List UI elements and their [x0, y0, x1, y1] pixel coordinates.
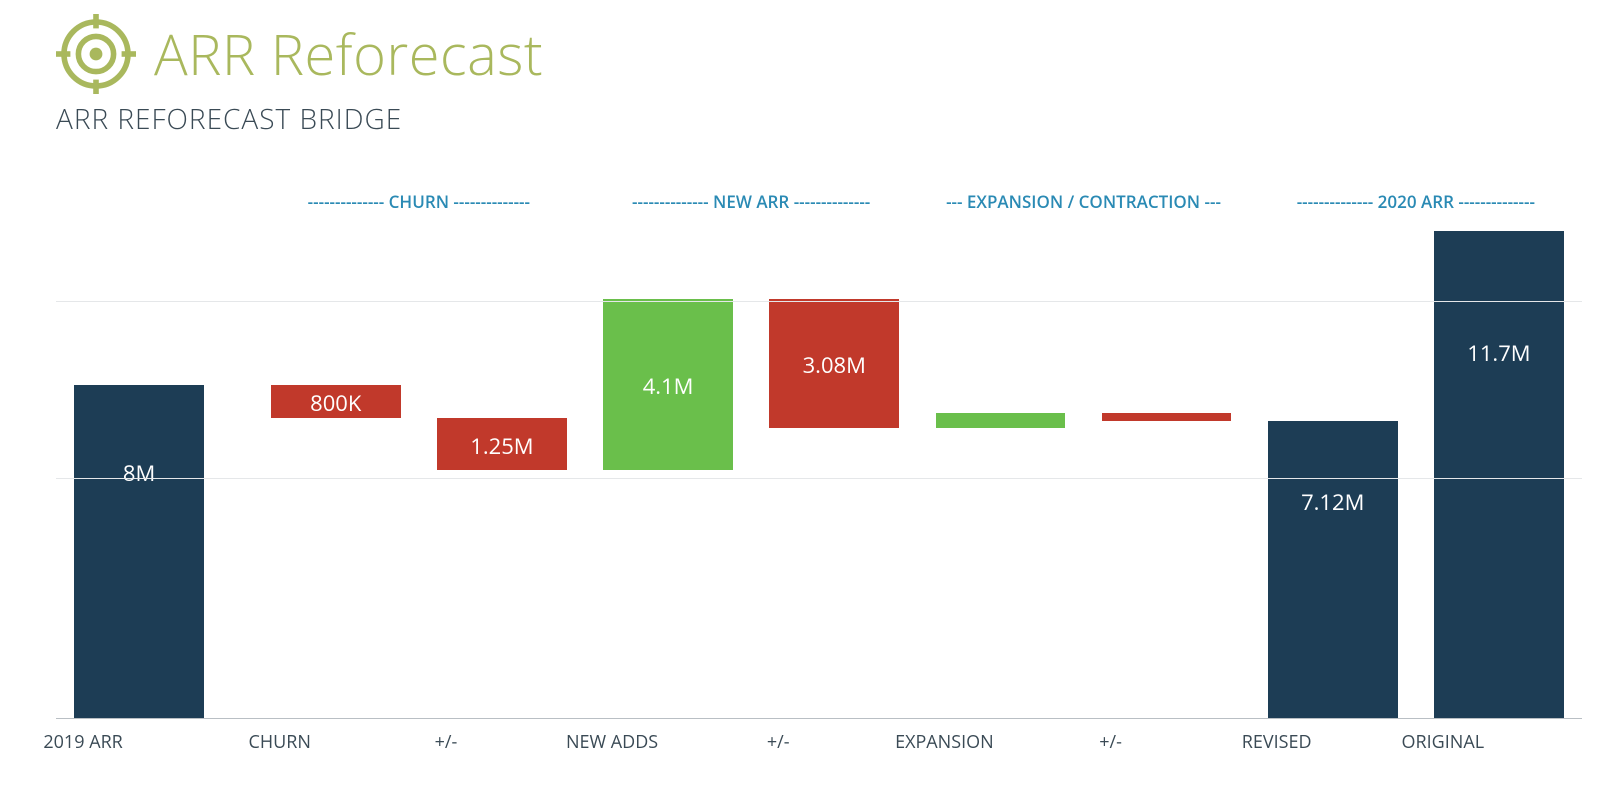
x-axis-label: NEW ADDS: [529, 730, 695, 754]
bar-value-label: 7.12M: [1268, 487, 1398, 517]
section-header: -------------- 2020 ARR --------------: [1250, 190, 1582, 212]
section-header: -------------- NEW ARR --------------: [585, 190, 917, 212]
bar-value-label: 1.25M: [437, 431, 567, 461]
waterfall-bar: 7.12M: [1268, 421, 1398, 718]
bar-value-label: 800K: [271, 388, 401, 418]
header: ARR Reforecast: [56, 14, 1582, 94]
waterfall-bar: 1.25M: [437, 418, 567, 470]
x-axis-label: +/-: [1027, 730, 1193, 754]
chart-plot-area: 8M 800K 1.25M 4.1M 3.08M 7.12M 11.7M: [56, 218, 1582, 718]
waterfall-bar: 3.08M: [769, 299, 899, 427]
bar-value-label: 3.08M: [769, 350, 899, 380]
bar-value-label: 11.7M: [1434, 338, 1564, 368]
baseline: [56, 718, 1582, 719]
gridline: [56, 301, 1582, 302]
section-header: -------------- CHURN --------------: [253, 190, 585, 212]
bar-value-label: 4.1M: [603, 371, 733, 401]
waterfall-bar: [936, 413, 1066, 428]
chart-subtitle: ARR REFORECAST BRIDGE: [56, 100, 1582, 138]
section-spacer: [56, 190, 253, 212]
waterfall-bar: 800K: [271, 385, 401, 418]
x-axis-label: ORIGINAL: [1360, 730, 1526, 754]
page-root: ARR Reforecast ARR REFORECAST BRIDGE ---…: [0, 0, 1612, 790]
page-title: ARR Reforecast: [154, 16, 543, 92]
section-headers: -------------- CHURN -------------------…: [56, 190, 1582, 212]
chart-x-axis: 2019 ARRCHURN+/-NEW ADDS+/-EXPANSION+/-R…: [0, 730, 1612, 754]
waterfall-bar: 11.7M: [1434, 231, 1564, 719]
waterfall-bar: [1102, 413, 1232, 421]
bar-value-label: 8M: [74, 458, 204, 488]
x-axis-label: REVISED: [1194, 730, 1360, 754]
x-axis-label: EXPANSION: [861, 730, 1027, 754]
x-axis-label: +/-: [363, 730, 529, 754]
x-axis-label: CHURN: [197, 730, 363, 754]
gridline: [56, 478, 1582, 479]
waterfall-chart: 8M 800K 1.25M 4.1M 3.08M 7.12M 11.7M: [56, 218, 1582, 718]
waterfall-bar: 4.1M: [603, 299, 733, 470]
waterfall-bar: 8M: [74, 385, 204, 718]
target-icon: [56, 14, 136, 94]
section-header: --- EXPANSION / CONTRACTION ---: [917, 190, 1249, 212]
x-axis-label: +/-: [695, 730, 861, 754]
x-axis-label: 2019 ARR: [0, 730, 166, 754]
